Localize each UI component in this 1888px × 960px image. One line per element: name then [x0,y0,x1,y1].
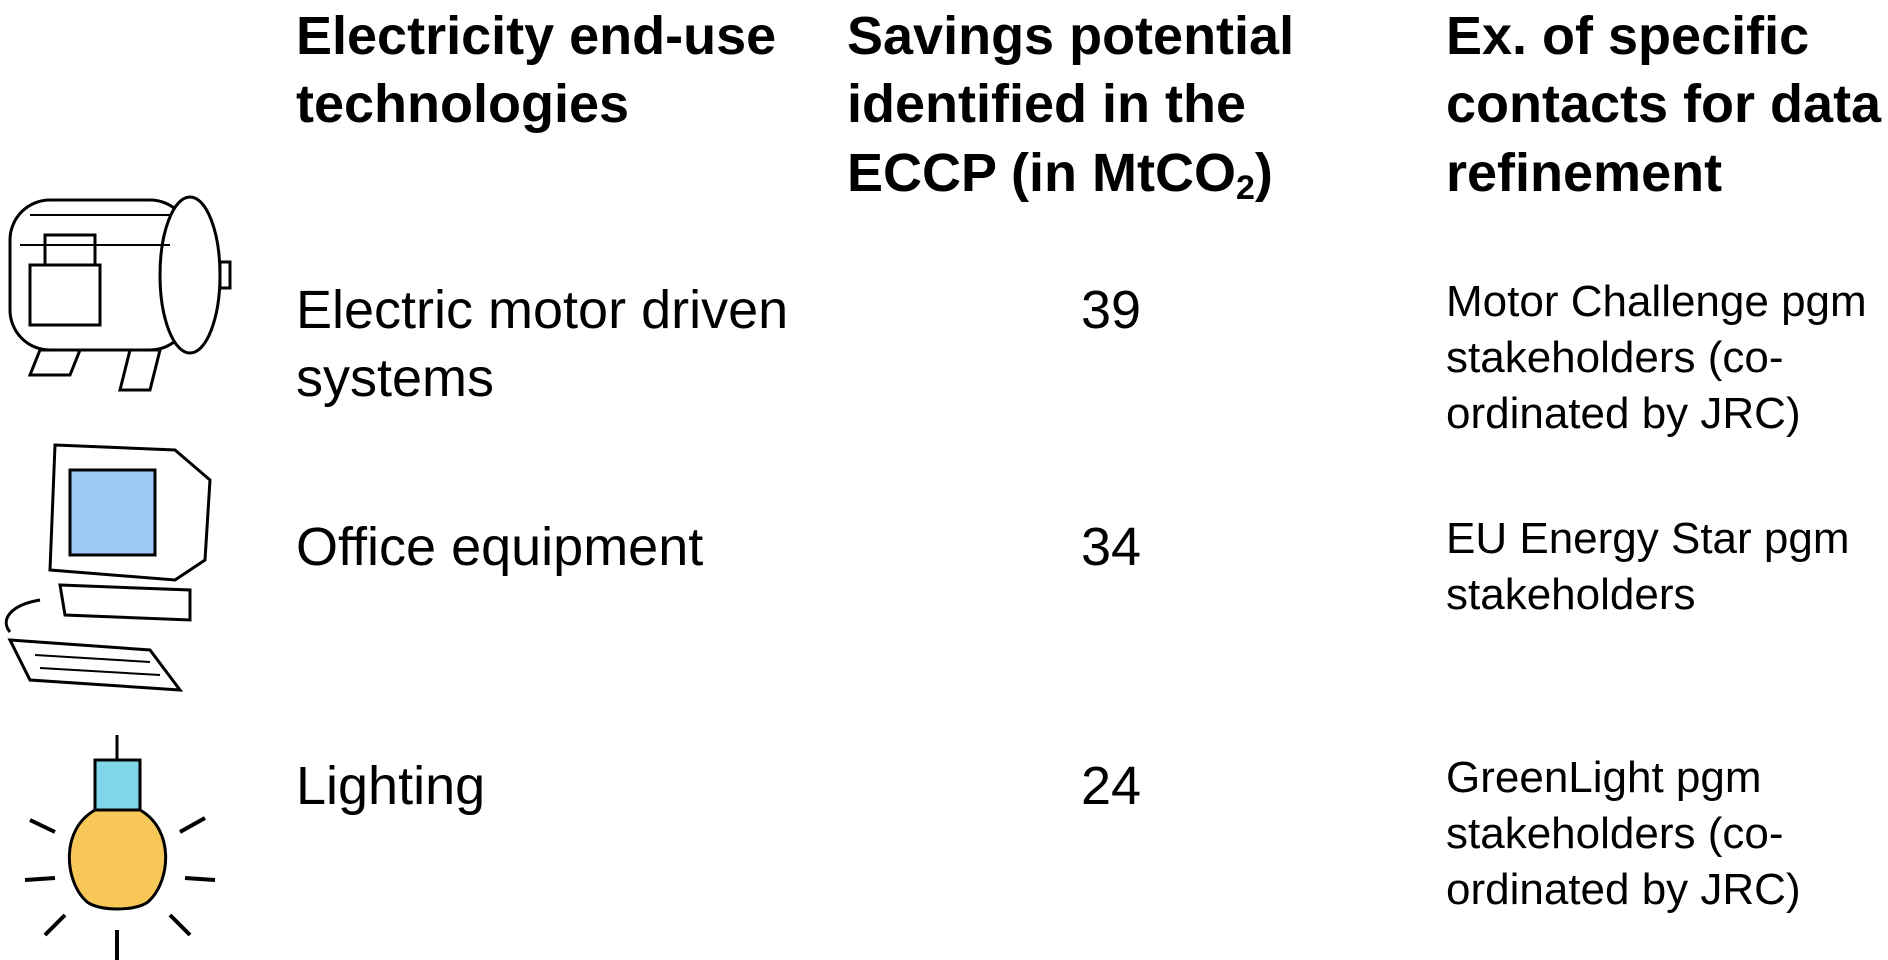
technology: Lighting [296,756,486,816]
savings-value: 39 [1080,280,1142,340]
icons [4,195,232,960]
technology: Electric motor driven [296,280,789,340]
technology: systems [296,348,495,408]
bulb-icon [24,735,216,960]
subscript: 2 [1236,169,1255,207]
header-text: ) [1254,143,1273,203]
contact: stakeholders (co- [1446,809,1784,858]
contact: Motor Challenge pgm [1446,277,1867,326]
header-cell: Ex. of specific [1446,6,1810,66]
header-cell: contacts for data [1446,74,1882,134]
computer-icon [4,443,212,692]
technology: Office equipment [296,517,704,577]
contact: ordinated by JRC) [1446,865,1801,914]
header-cell: identified in the [847,74,1246,134]
header-text: ECCP (in MtCO [847,143,1236,203]
header-cell: technologies [296,74,630,134]
header-cell: ECCP (in MtCO2) [847,143,1273,205]
contact: GreenLight pgm [1446,753,1762,802]
header-cell: Electricity end-use [296,6,777,66]
header-cell: refinement [1446,143,1723,203]
contact: EU Energy Star pgm [1446,514,1850,563]
contact: ordinated by JRC) [1446,389,1801,438]
savings-value: 24 [1080,756,1142,816]
savings-value: 34 [1080,517,1142,577]
header-cell: Savings potential [847,6,1295,66]
motor-icon [8,195,232,392]
contact: stakeholders (co- [1446,333,1784,382]
contact: stakeholders [1446,570,1696,619]
